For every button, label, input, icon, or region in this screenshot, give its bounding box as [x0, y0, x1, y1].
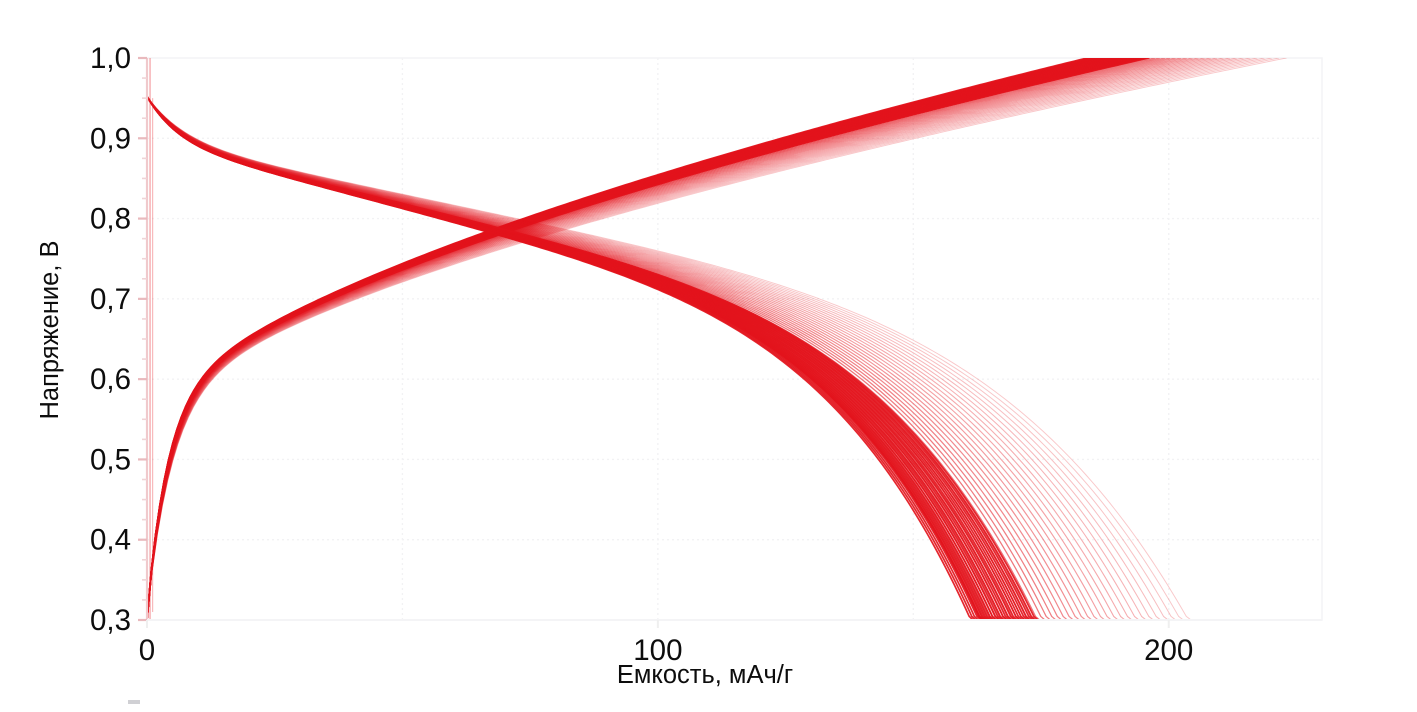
discharge-curve	[147, 96, 1147, 620]
charge-curve	[147, 58, 1187, 620]
y-axis-label: Напряжение, В	[36, 240, 64, 419]
charge-curve	[147, 58, 1272, 620]
discharge-curve	[147, 95, 1106, 620]
y-tick-label: 0,9	[90, 122, 131, 155]
charge-curve	[147, 58, 1211, 620]
discharge-curve	[147, 95, 1119, 620]
x-tick-label: 0	[139, 634, 155, 667]
discharge-curve	[147, 95, 1093, 620]
charge-curve	[147, 58, 1150, 620]
discharge-curve	[147, 96, 1162, 620]
charge-curve	[147, 58, 1244, 620]
charge-curve	[147, 58, 1287, 620]
charge-curve	[147, 58, 1265, 620]
discharge-curve	[147, 95, 1039, 620]
grid-lines	[147, 58, 1322, 620]
discharge-curve	[147, 96, 1133, 620]
charge-curve	[147, 58, 1251, 620]
x-tick-label: 100	[633, 634, 682, 667]
discharge-curve	[147, 96, 1184, 620]
page-artifact-mark	[128, 700, 140, 704]
charge-curve	[147, 58, 1224, 620]
charge-curve	[147, 58, 1193, 620]
charge-curve	[147, 58, 1176, 620]
y-tick-label: 0,6	[90, 363, 131, 396]
charge-curve	[147, 58, 1199, 620]
charge-curve	[147, 58, 1218, 620]
discharge-curve	[147, 95, 1112, 620]
discharge-curve	[147, 95, 1068, 620]
x-tick-label: 200	[1144, 634, 1193, 667]
discharge-curve	[147, 96, 1140, 620]
y-tick-label: 0,3	[90, 604, 131, 637]
charge-curve	[147, 58, 1231, 620]
axis-ticks	[138, 56, 1170, 628]
discharge-curve	[147, 96, 1126, 620]
discharge-curve	[147, 96, 1169, 620]
discharge-curve	[147, 96, 1177, 620]
discharge-curve	[147, 95, 1087, 620]
y-tick-label: 0,8	[90, 203, 131, 236]
discharge-curve	[147, 96, 1192, 620]
axis-tick-labels: 0,3 0,4 0,5 0,6 0,7 0,8 0,9 1,0 0 100 200	[90, 42, 1193, 667]
charge-curve	[147, 58, 1258, 620]
y-tick-label: 0,7	[90, 283, 131, 316]
x-axis-label: Емкость, мАч/г	[617, 661, 793, 689]
data-curves	[147, 58, 1287, 620]
charge-curve	[147, 58, 1237, 620]
discharge-curve	[147, 95, 1074, 620]
charge-curve	[147, 58, 1182, 620]
y-tick-label: 0,5	[90, 443, 131, 476]
y-tick-label: 0,4	[90, 524, 131, 557]
discharge-curve	[147, 95, 1080, 620]
discharge-curve	[147, 96, 1154, 620]
y-tick-label: 1,0	[90, 42, 131, 75]
discharge-curve	[147, 95, 1099, 620]
charge-curve	[147, 58, 1280, 620]
charge-curve	[147, 58, 1205, 620]
